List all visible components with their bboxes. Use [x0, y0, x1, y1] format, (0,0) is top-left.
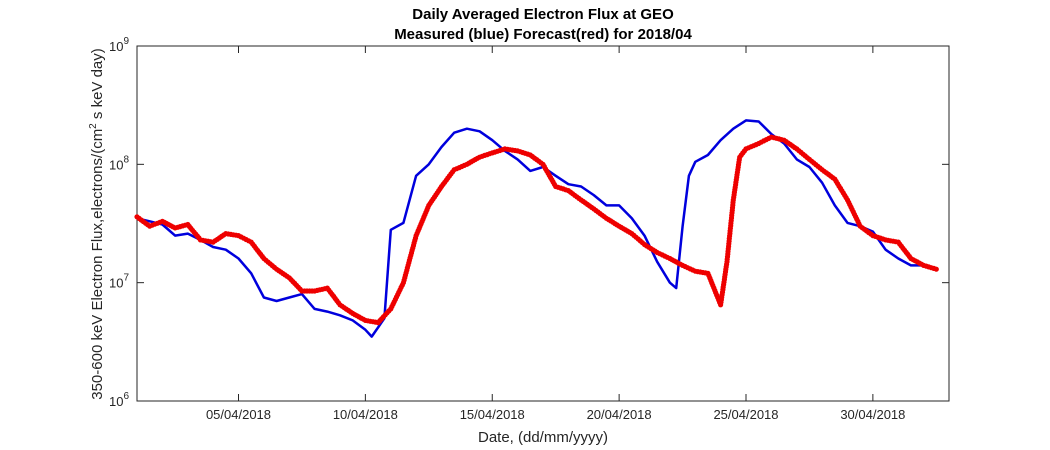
x-tick-label: 30/04/2018: [840, 407, 905, 422]
x-axis-ticks: 05/04/2018 10/04/2018 15/04/2018 20/04/2018…: [206, 46, 905, 422]
x-tick-label: 20/04/2018: [587, 407, 652, 422]
y-tick-label: 108: [109, 154, 129, 172]
y-tick-label: 106: [109, 391, 129, 409]
x-tick-label: 10/04/2018: [333, 407, 398, 422]
x-tick-label: 15/04/2018: [460, 407, 525, 422]
y-tick-label: 107: [109, 273, 129, 291]
y-axis-label-main: 350-600 keV Electron Flux,electrons/(cm: [89, 129, 106, 400]
forecast-flux-dots: [134, 134, 939, 326]
plot-area: [136, 45, 950, 402]
forecast-point: [933, 266, 939, 272]
y-axis-label: 350-600 keV Electron Flux,electrons/(cm2…: [88, 48, 106, 400]
y-tick-label: 109: [109, 36, 129, 54]
chart-subtitle: Measured (blue) Forecast(red) for 2018/0…: [394, 26, 692, 43]
chart-title: Daily Averaged Electron Flux at GEO: [412, 6, 674, 23]
x-tick-label: 05/04/2018: [206, 407, 271, 422]
x-axis-label: Date, (dd/mm/yyyy): [478, 429, 608, 446]
y-axis-ticks: 106 107 108 109: [109, 36, 949, 409]
y-axis-label-superscript: 2: [88, 123, 99, 129]
series-layer: [134, 119, 939, 338]
y-axis-label-tail: s keV day): [89, 48, 106, 123]
x-tick-label: 25/04/2018: [713, 407, 778, 422]
